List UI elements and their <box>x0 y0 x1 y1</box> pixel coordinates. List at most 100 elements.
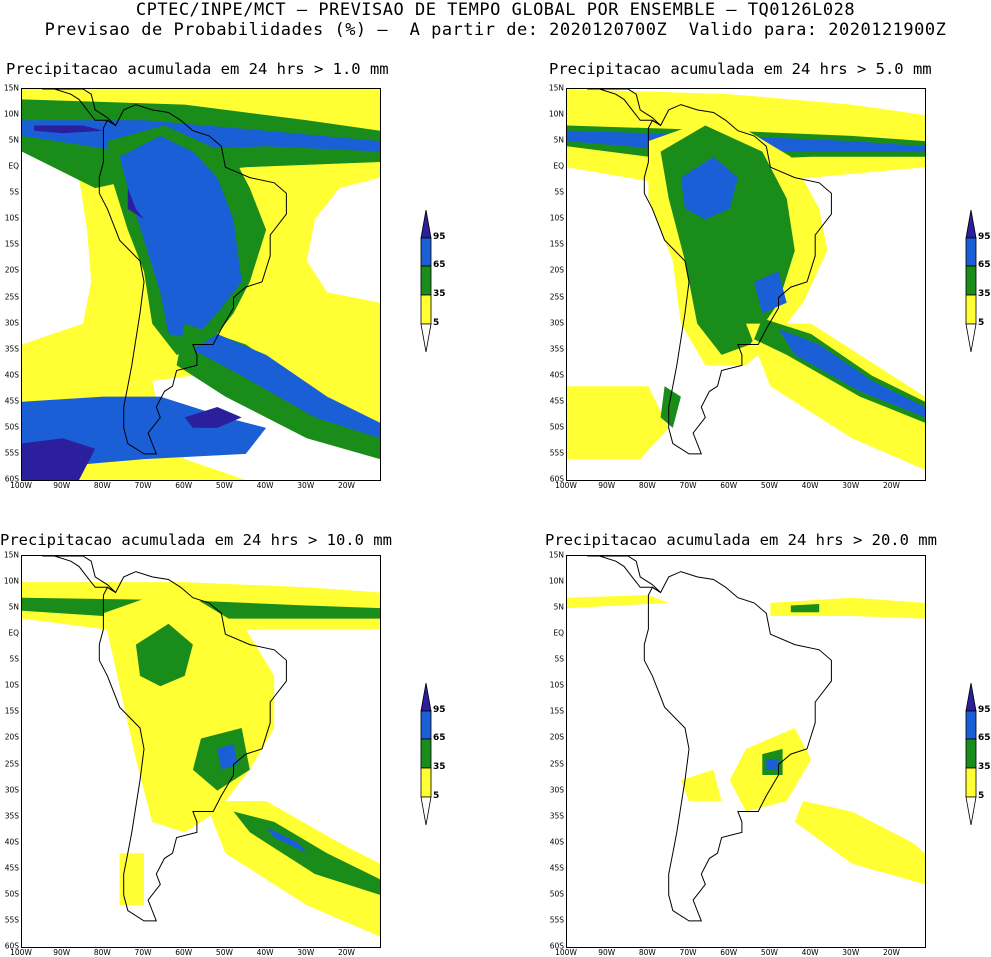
lat-tick-label: 55S <box>549 915 564 925</box>
lon-tick-label: 80W <box>638 481 656 490</box>
colorbar-segment <box>420 237 432 267</box>
colorbar-label: 95 <box>978 232 991 242</box>
colorbar-segment <box>965 796 977 826</box>
lat-tick-label: 10S <box>4 680 19 690</box>
colorbar-segment <box>420 738 432 769</box>
south-america-coastline <box>643 571 832 922</box>
colorbar-label: 65 <box>978 733 991 743</box>
lat-tick-label: 20S <box>549 732 564 742</box>
probability-map <box>567 556 925 947</box>
lat-tick-label: 40S <box>4 370 19 380</box>
lat-tick-label: EQ <box>8 628 19 638</box>
lat-tick-label: 25S <box>549 759 564 769</box>
lon-tick-label: 60W <box>175 481 193 490</box>
probability-map <box>22 556 380 947</box>
colorbar-segment <box>965 710 977 740</box>
lat-tick-label: 50S <box>549 422 564 432</box>
lon-tick-label: 90W <box>598 481 616 490</box>
colorbar <box>420 682 432 829</box>
lat-tick-label: EQ <box>553 161 564 171</box>
lat-tick-label: 15S <box>549 706 564 716</box>
lat-tick-label: 40S <box>4 837 19 847</box>
colorbar-segment <box>420 294 432 325</box>
lat-tick-label: 25S <box>549 292 564 302</box>
colorbar-segment <box>420 323 432 353</box>
lat-tick-label: 55S <box>4 448 19 458</box>
lon-tick-label: 70W <box>134 948 152 957</box>
probability-area <box>660 386 681 428</box>
probability-area <box>746 323 925 470</box>
probability-area <box>217 743 238 770</box>
probability-area <box>266 827 307 854</box>
lon-tick-label: 60W <box>720 481 738 490</box>
lon-tick-label: 30W <box>297 948 315 957</box>
probability-map <box>22 89 380 480</box>
lat-tick-label: 5S <box>9 654 19 664</box>
lat-tick-label: 5S <box>9 187 19 197</box>
header-line-1: CPTEC/INPE/MCT – PREVISAO DE TEMPO GLOBA… <box>135 0 856 20</box>
lon-tick-label: 40W <box>256 481 274 490</box>
lon-tick-label: 60W <box>720 948 738 957</box>
colorbar-segment <box>420 767 432 798</box>
lon-tick-label: 100W <box>555 948 577 957</box>
lat-tick-label: 35S <box>549 344 564 354</box>
lat-tick-label: 45S <box>4 396 19 406</box>
panel-title: Precipitacao acumulada em 24 hrs > 1.0 m… <box>6 60 389 78</box>
colorbar-segment <box>965 738 977 769</box>
lat-tick-label: 30S <box>4 785 19 795</box>
lon-tick-label: 70W <box>134 481 152 490</box>
lat-tick-label: 5N <box>553 602 564 612</box>
central-america-coastline <box>587 556 661 593</box>
colorbar-label: 65 <box>433 733 446 743</box>
lat-tick-label: 10S <box>4 213 19 223</box>
probability-area <box>22 151 92 345</box>
probability-area <box>192 334 380 439</box>
panel-title: Precipitacao acumulada em 24 hrs > 10.0 … <box>0 531 392 549</box>
lat-tick-label: 45S <box>549 396 564 406</box>
probability-area <box>766 759 779 770</box>
colorbar-segment <box>420 265 432 296</box>
central-america-coastline <box>42 556 116 593</box>
colorbar-segment <box>965 265 977 296</box>
probability-area <box>135 623 193 687</box>
lon-tick-label: 20W <box>337 948 355 957</box>
lon-tick-label: 40W <box>801 481 819 490</box>
central-america-coastline <box>587 89 661 126</box>
south-america-coastline <box>643 104 832 455</box>
lon-tick-label: 90W <box>53 948 71 957</box>
central-america-coastline <box>42 89 116 126</box>
lon-tick-label: 70W <box>679 481 697 490</box>
colorbar-segment <box>965 682 977 712</box>
colorbar-segment <box>965 767 977 798</box>
lat-tick-label: 25S <box>4 292 19 302</box>
probability-area <box>34 125 104 134</box>
lat-tick-label: 60S <box>549 474 564 484</box>
lon-tick-label: 70W <box>679 948 697 957</box>
lon-tick-label: 80W <box>638 948 656 957</box>
colorbar-label: 95 <box>433 705 446 715</box>
lat-tick-label: 25S <box>4 759 19 769</box>
colorbar-segment <box>965 237 977 267</box>
lat-tick-label: 20S <box>4 732 19 742</box>
lat-tick-label: 55S <box>4 915 19 925</box>
lon-tick-label: 20W <box>882 948 900 957</box>
lon-tick-label: 30W <box>297 481 315 490</box>
lat-tick-label: 60S <box>4 941 19 951</box>
colorbar-segment <box>420 710 432 740</box>
lon-tick-label: 100W <box>555 481 577 490</box>
lat-tick-label: 15S <box>4 239 19 249</box>
lat-tick-label: 10N <box>548 576 564 586</box>
colorbar <box>420 209 432 356</box>
probability-area <box>233 811 380 895</box>
lat-tick-label: EQ <box>553 628 564 638</box>
probability-area <box>306 177 380 303</box>
lat-tick-label: 35S <box>4 344 19 354</box>
lat-tick-label: 15N <box>548 83 564 93</box>
colorbar-segment <box>965 209 977 239</box>
probability-area <box>567 595 669 609</box>
probability-area <box>794 801 925 885</box>
lat-tick-label: 40S <box>549 837 564 847</box>
header-line-2: Previsao de Probabilidades (%) – A parti… <box>44 20 947 40</box>
lat-tick-label: 5S <box>554 654 564 664</box>
probability-area <box>567 386 669 460</box>
